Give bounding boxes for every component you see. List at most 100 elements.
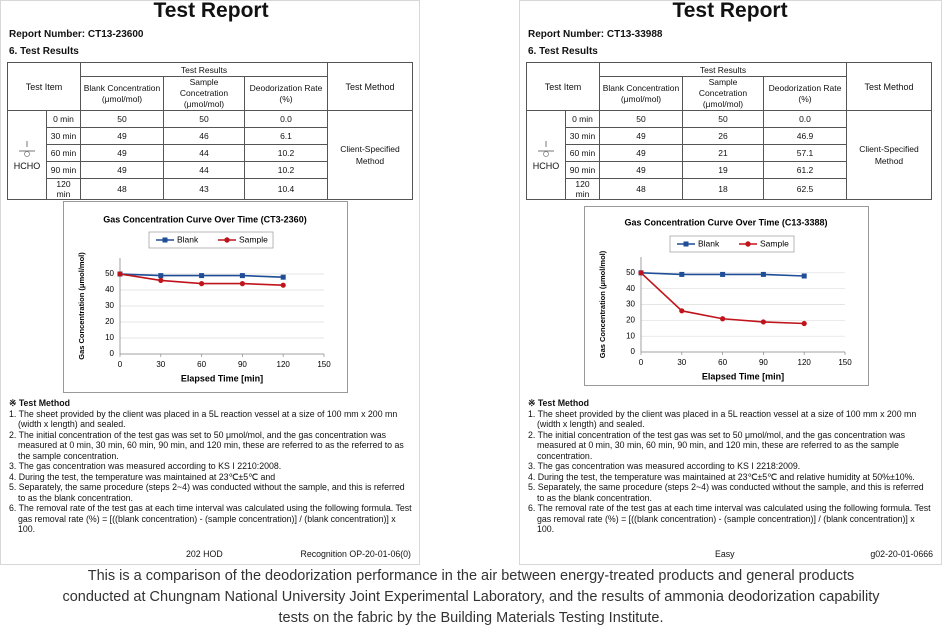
method-cell: Client-Specified Method <box>327 110 413 200</box>
point <box>158 277 164 283</box>
formula-icon <box>19 141 35 157</box>
header-cell: Test Results <box>80 62 328 77</box>
x-tick-label: 120 <box>277 360 291 369</box>
note-item: 5. Separately, the same procedure (steps… <box>528 482 924 503</box>
value-cell: 48 <box>599 178 683 200</box>
note-item: 3. The gas concentration was measured ac… <box>528 461 801 471</box>
y-tick-label: 40 <box>105 285 114 294</box>
data-row: 60 min 49 44 10.2 <box>8 144 413 162</box>
y-tick-label: 30 <box>626 300 635 309</box>
data-row: 30 min 49 26 46.9 <box>527 127 932 145</box>
note-item: 2. The initial concentration of the test… <box>9 429 404 461</box>
value-cell: 44 <box>163 144 245 162</box>
x-tick-label: 150 <box>317 360 331 369</box>
notes: ※ Test Method 1. The sheet provided by th… <box>528 398 932 535</box>
time-cell: 60 min <box>46 144 81 162</box>
y-axis-label: Gas Concentration (μmol/mol) <box>598 250 607 358</box>
method-cell: Client-Specified Method <box>846 110 932 200</box>
report-panel: Test Report Report Number: CT13-33988 6. T… <box>519 0 942 565</box>
x-tick-label: 30 <box>156 360 165 369</box>
y-tick-label: 30 <box>105 301 114 310</box>
value-cell: 10.2 <box>244 161 328 179</box>
value-cell: 48 <box>80 178 164 200</box>
footer-left: 202 HOD <box>186 549 223 559</box>
data-row: HCHO 0 min 50 50 0.0 Client-Specified Method <box>7 110 413 200</box>
x-tick-label: 60 <box>197 360 206 369</box>
header-cell: Blank Concentration (μmol/mol) <box>80 76 164 111</box>
footer-right: Recognition OP-20-01-06(0) <box>300 549 411 559</box>
time-cell: 90 min <box>46 161 81 179</box>
y-tick-label: 20 <box>626 315 635 324</box>
legend-marker <box>162 237 168 243</box>
chart-box: Gas Concentration Curve Over Time (C13-3… <box>584 206 869 386</box>
value-cell: 0.0 <box>244 110 328 128</box>
notes-heading: ※ Test Method <box>9 398 70 408</box>
time-cell: 0 min <box>46 110 81 128</box>
point <box>801 320 807 327</box>
header-cell: Test Item <box>526 62 600 111</box>
notes-heading: ※ Test Method <box>528 398 589 408</box>
value-cell: 49 <box>80 144 164 162</box>
time-cell: 0 min <box>565 110 600 128</box>
value-cell: 6.1 <box>244 127 328 145</box>
note-item: 3. The gas concentration was measured ac… <box>9 461 282 471</box>
legend-box <box>148 231 274 249</box>
point <box>801 273 807 279</box>
value-cell: 43 <box>163 178 245 200</box>
chart: Gas Concentration Curve Over Time (CT3-2… <box>77 214 331 383</box>
note-item: 4. During the test, the temperature was … <box>528 471 915 482</box>
x-axis-label: Elapsed Time [min] <box>181 373 263 383</box>
data-row: 90 min 49 19 61.2 <box>527 161 932 179</box>
report-number: Report Number: CT13-33988 <box>528 29 663 40</box>
note-item: 6. The removal rate of the test gas at e… <box>528 503 931 534</box>
value-cell: 49 <box>599 127 683 145</box>
time-cell: 120 min <box>46 178 81 200</box>
chart: Gas Concentration Curve Over Time (C13-3… <box>598 217 852 381</box>
note-item: 1. The sheet provided by the client was … <box>528 408 917 430</box>
value-cell: 46.9 <box>763 127 847 145</box>
notes: ※ Test Method 1. The sheet provided by th… <box>9 398 413 535</box>
section-title: 6. Test Results <box>9 46 79 57</box>
substance: HCHO <box>13 161 41 171</box>
x-axis-label: Elapsed Time [min] <box>702 371 784 381</box>
header-cell: Deodorization Rate (%) <box>763 76 847 111</box>
y-tick-label: 0 <box>110 349 115 358</box>
footer-left: Easy <box>715 549 735 559</box>
time-cell: 30 min <box>46 127 81 145</box>
point <box>239 273 245 279</box>
header-cell: Test Method <box>327 62 413 111</box>
section-title: 6. Test Results <box>528 46 598 57</box>
chart-title: Gas Concentration Curve Over Time (C13-3… <box>625 217 828 227</box>
time-cell: 60 min <box>565 144 600 162</box>
point <box>679 271 685 277</box>
value-cell: 46 <box>163 127 245 145</box>
value-cell: 57.1 <box>763 144 847 162</box>
data-row: 30 min 49 46 6.1 <box>8 127 413 145</box>
legend-marker <box>745 241 751 247</box>
point <box>280 282 286 288</box>
y-tick-label: 50 <box>105 269 114 278</box>
y-tick-label: 40 <box>626 284 635 293</box>
value-cell: 49 <box>599 161 683 179</box>
header-row: Blank Concentration (μmol/mol) Sample Con… <box>527 76 932 111</box>
series-line <box>640 272 805 325</box>
report-number: Report Number: CT13-23600 <box>9 29 144 40</box>
y-tick-label: 50 <box>626 268 635 277</box>
point <box>679 308 685 314</box>
legend-label: Blank <box>177 234 199 244</box>
footer-right: g02-20-01-0666 <box>870 549 933 559</box>
legend-label: Sample <box>760 238 789 248</box>
note-item: 1. The sheet provided by the client was … <box>9 408 398 430</box>
value-cell: 10.4 <box>244 178 328 200</box>
report-title: Test Report <box>153 0 269 22</box>
time-cell: 90 min <box>565 161 600 179</box>
x-tick-label: 90 <box>238 360 247 369</box>
header-cell: Sample Concetration (μmol/mol) <box>163 76 245 111</box>
legend: Blank Sample <box>148 231 274 249</box>
value-cell: 49 <box>80 161 164 179</box>
legend-label: Sample <box>239 234 268 244</box>
y-tick-label: 0 <box>631 347 636 356</box>
point <box>760 271 766 277</box>
value-cell: 50 <box>80 110 164 128</box>
